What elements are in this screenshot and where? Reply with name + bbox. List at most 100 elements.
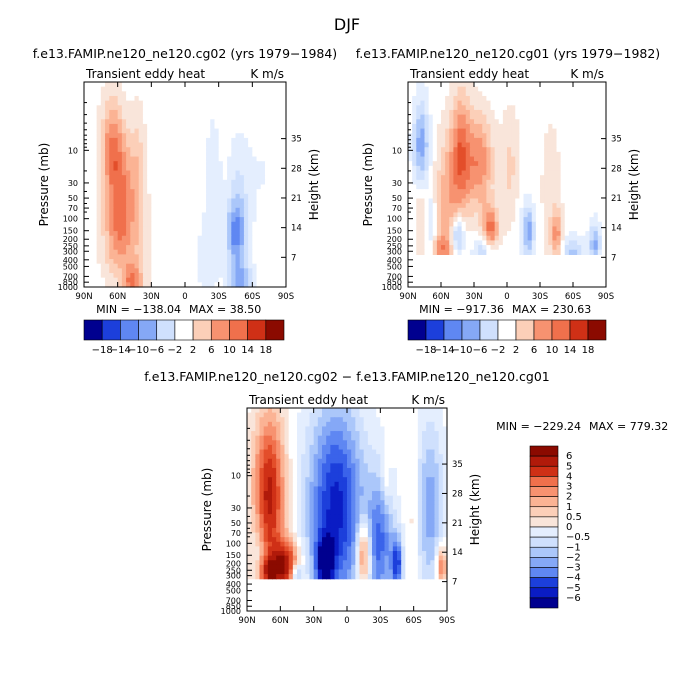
colorbar-label: −6 [149, 345, 164, 356]
contour-cell [193, 82, 199, 88]
contour-cell [436, 179, 442, 186]
contour-cell [113, 198, 119, 204]
contour-cell [159, 119, 165, 125]
contour-cell [84, 277, 89, 283]
contour-cell [317, 472, 323, 478]
contour-cell [227, 179, 232, 186]
contour-cell [263, 408, 269, 414]
contour-cell [126, 156, 131, 162]
contour-cell [469, 100, 475, 106]
contour-cell [201, 156, 207, 162]
contour-cell [214, 203, 220, 209]
contour-cell [218, 175, 224, 181]
contour-cell [172, 142, 178, 148]
contour-cell [355, 481, 361, 488]
contour-cell [581, 147, 586, 153]
contour-cell [210, 235, 216, 242]
contour-cell [597, 249, 603, 255]
contour-cell [585, 86, 591, 92]
contour-cell [507, 86, 512, 92]
contour-cell [189, 165, 195, 172]
contour-cell [239, 207, 245, 214]
contour-cell [317, 431, 323, 437]
contour-cell [197, 170, 203, 176]
contour-cell [163, 137, 169, 144]
contour-cell [159, 161, 165, 167]
contour-cell [441, 151, 446, 158]
contour-cell [490, 161, 496, 167]
contour-cell [248, 259, 253, 265]
contour-cell [531, 165, 537, 172]
contour-cell [185, 193, 190, 200]
contour-cell [412, 207, 417, 214]
panel-title: f.e13.FAMIP.ne120_ne120.cg01 (yrs 1979−1… [356, 46, 660, 61]
contour-cell [601, 193, 607, 200]
contour-cell [248, 221, 253, 228]
contour-cell [457, 137, 463, 144]
contour-cell [392, 463, 398, 469]
contour-cell [117, 137, 123, 144]
contour-cell [272, 449, 277, 455]
contour-cell [490, 240, 496, 246]
contour-cell [239, 128, 245, 134]
contour-cell [317, 458, 323, 464]
contour-cell [581, 100, 586, 106]
contour-cell [281, 249, 287, 255]
contour-cell [372, 444, 377, 451]
contour-cell [422, 467, 427, 474]
contour-cell [134, 240, 140, 246]
contour-cell [449, 179, 454, 186]
contour-cell [334, 421, 340, 428]
contour-cell [424, 212, 430, 218]
contour-cell [88, 179, 94, 186]
contour-cell [105, 137, 110, 144]
contour-cell [109, 207, 115, 214]
contour-cell [248, 133, 253, 139]
contour-cell [556, 170, 562, 176]
contour-cell [478, 86, 483, 92]
contour-cell [252, 86, 258, 92]
contour-cell [126, 226, 131, 232]
contour-cell [252, 109, 258, 116]
contour-cell [301, 454, 306, 460]
contour-cell [256, 95, 262, 102]
contour-cell [113, 123, 119, 130]
contour-cell [96, 128, 102, 134]
contour-cell [100, 235, 106, 242]
contour-cell [138, 277, 144, 283]
contour-cell [449, 95, 454, 102]
contour-cell [445, 123, 450, 130]
contour-cell [147, 249, 152, 255]
contour-cell [256, 268, 262, 274]
contour-cell [218, 235, 224, 242]
contour-cell [151, 179, 157, 186]
contour-cell [214, 109, 220, 116]
contour-cell [469, 151, 475, 158]
contour-cell [281, 221, 287, 228]
contour-cell [252, 259, 258, 265]
contour-cell [180, 189, 186, 195]
contour-cell [511, 86, 516, 92]
contour-cell [359, 477, 365, 483]
contour-cell [416, 217, 421, 223]
contour-cell [367, 444, 373, 451]
contour-cell [428, 165, 434, 172]
contour-cell [531, 189, 537, 195]
contour-cell [88, 268, 94, 274]
contour-cell [193, 156, 199, 162]
contour-cell [568, 179, 574, 186]
contour-cell [252, 82, 258, 88]
contour-cell [269, 119, 274, 125]
contour-cell [277, 240, 283, 246]
contour-cell [227, 207, 232, 214]
contour-cell [432, 179, 438, 186]
contour-cell [397, 458, 402, 464]
contour-cell [180, 235, 186, 242]
contour-cell [482, 217, 487, 223]
contour-cell [367, 467, 373, 474]
contour-cell [105, 179, 110, 186]
contour-cell [593, 207, 599, 214]
contour-cell [416, 147, 421, 153]
contour-cell [252, 249, 258, 255]
contour-cell [453, 119, 459, 125]
